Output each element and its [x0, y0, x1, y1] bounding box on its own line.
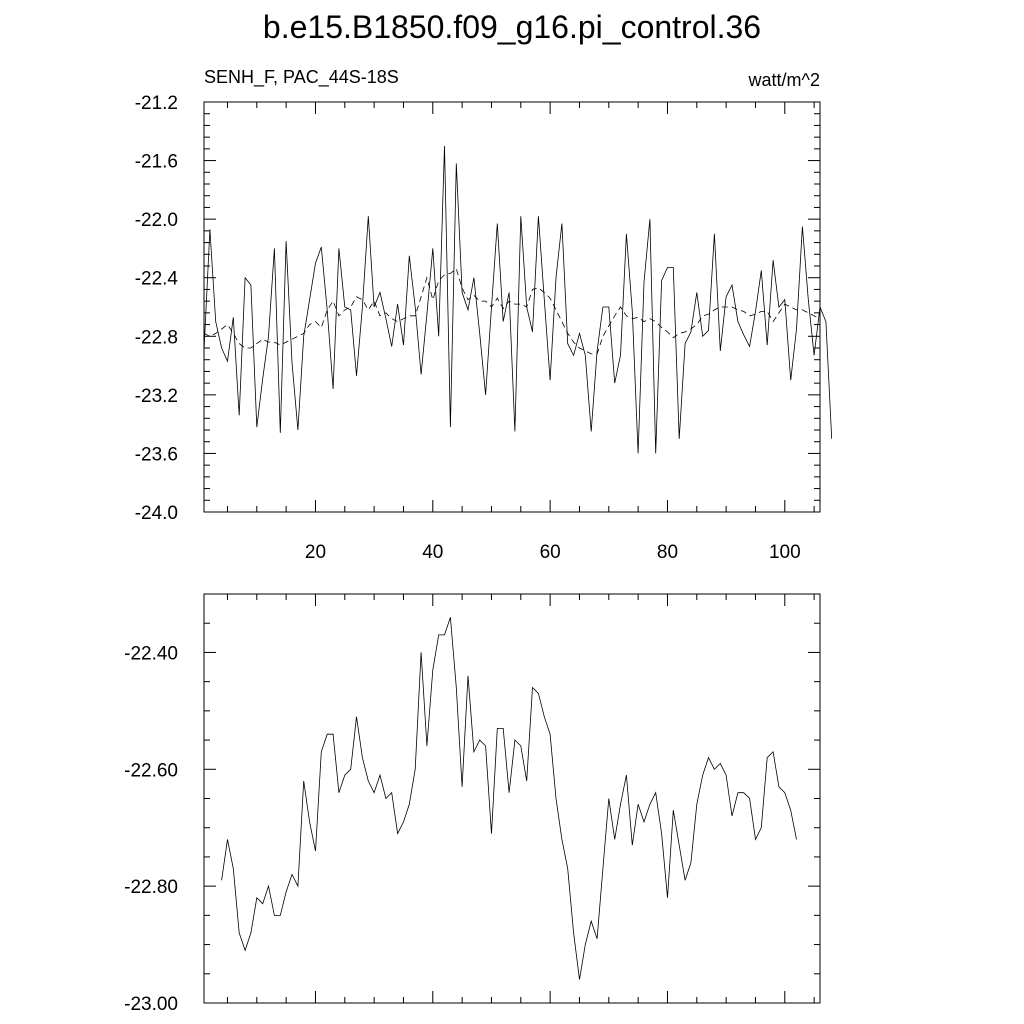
top-series-solid-line: [203, 145, 833, 454]
bottom-y-tick-label: -22.40: [124, 643, 178, 664]
top-y-tick-label: -21.2: [135, 93, 178, 114]
top-panel-left-label: SENH_F, PAC_44S-18S: [204, 67, 399, 88]
bottom-plot-frame: [203, 593, 821, 1004]
bottom-series-solid-line: [221, 617, 797, 980]
top-x-tick-label: 60: [540, 542, 561, 563]
figure-title: b.e15.B1850.f09_g16.pi_control.36: [263, 9, 761, 45]
top-y-tick-label: -22.4: [135, 269, 179, 290]
top-y-tick-label: -22.8: [135, 327, 178, 348]
top-x-tick-label: 100: [769, 542, 801, 563]
top-y-tick-label: -23.6: [135, 444, 178, 465]
bottom-y-tick-label: -22.60: [124, 760, 178, 781]
top-x-tick-label: 80: [657, 542, 678, 563]
bottom-panel: -23.00 -22.80 -22.60 -22.40: [124, 593, 821, 1015]
top-panel: SENH_F, PAC_44S-18S watt/m^2 -24.0-23.6-…: [135, 67, 833, 563]
top-x-tick-label: 20: [305, 542, 326, 563]
top-panel-units-label: watt/m^2: [748, 70, 820, 90]
top-y-tick-label: -21.6: [135, 152, 178, 173]
bottom-panel-plot: -23.00 -22.80 -22.60 -22.40: [124, 593, 821, 1015]
bottom-y-tick-label: -22.80: [124, 877, 178, 898]
bottom-y-tick-label: -23.00: [124, 994, 178, 1015]
top-y-tick-label: -24.0: [135, 503, 178, 524]
top-series-dashed-line: [203, 268, 821, 355]
top-y-tick-label: -23.2: [135, 386, 178, 407]
top-panel-plot: -24.0 -23.6 -23.2 -22.8 -22.4 -22.0 -21.6 -21.2…: [135, 93, 833, 563]
top-x-tick-label: 40: [422, 542, 443, 563]
top-y-tick-label: -22.0: [135, 210, 178, 231]
